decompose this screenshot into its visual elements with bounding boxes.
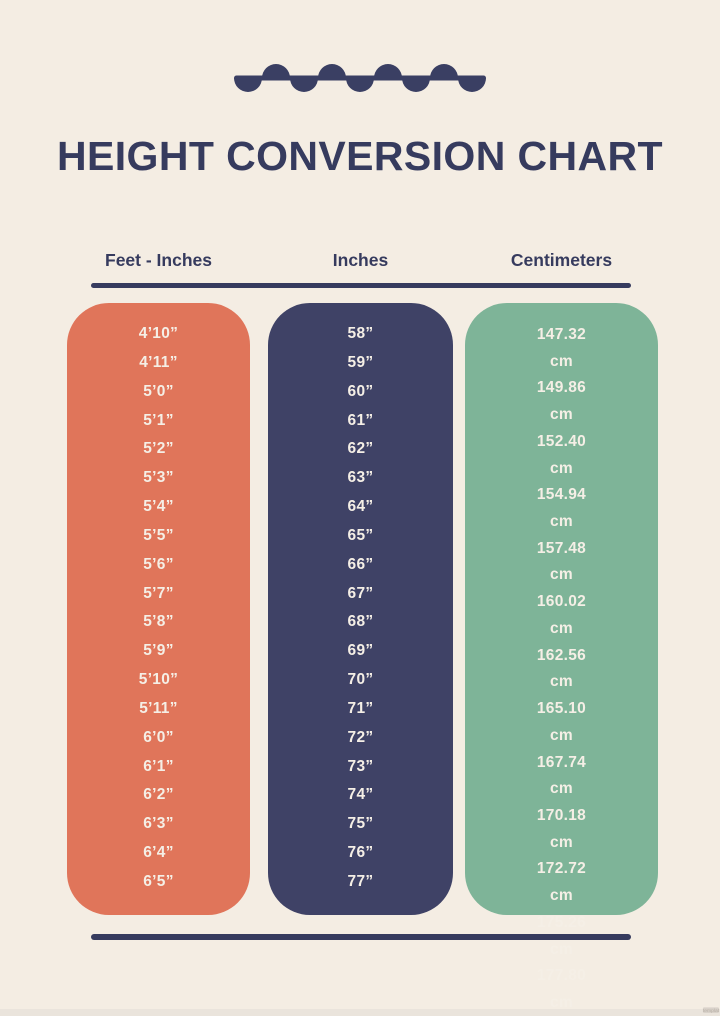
feet-inches-value: 4’10” [138,325,179,342]
feet-inches-value: 4’11” [139,353,178,371]
inches-column: 58” 59” 60” 61” 62” 63” 64” 65” 66” 67” 68” 69” 70” 7… [268,303,453,915]
centimeters-value: 177.80 [536,967,587,985]
centimeters-value: 152.40 [536,432,587,450]
feet-inches-value: 6’5” [143,872,174,890]
feet-inches-value: 5’2” [143,440,174,458]
feet-inches-value: 5’0” [143,382,174,400]
inches-value: 70” [347,671,374,689]
feet-inches-value: 5’3” [143,469,174,487]
feet-inches-value: 5’4” [143,498,174,516]
feet-inches-value: 5’6” [143,555,174,573]
centimeters-unit-label: cm [549,887,573,905]
column-header-inches: Inches [332,250,389,270]
centimeters-unit-label: cm [549,406,573,424]
feet-inches-value: 5’8” [143,613,174,631]
feet-inches-value: 5’1” [143,411,174,429]
inches-value: 71” [347,699,374,717]
inches-value: 73” [347,757,374,775]
feet-inches-column: 4’10” 4’11” 5’0” 5’1” 5’2” 5’3” 5’4” 5’5” 5’6” 5’… [67,303,250,915]
centimeters-unit-label: cm [549,566,573,584]
feet-inches-value: 6’4” [143,844,174,862]
centimeters-unit-label: cm [549,619,573,637]
feet-inches-value: 5’9” [143,642,174,660]
feet-inches-value: 6’2” [143,786,174,804]
feet-inches-value: 6’0” [143,728,174,746]
inches-value: 69” [347,642,374,660]
centimeters-unit-label: cm [549,726,573,744]
centimeters-value: 167.74 [536,753,587,771]
feet-inches-value: 5’10” [138,671,179,689]
inches-value: 77” [347,872,374,890]
inches-value: 74” [347,786,374,804]
column-header-feet-inches: Feet - Inches [105,250,212,270]
inches-value: 75” [347,815,374,833]
centimeters-unit-label: cm [549,673,573,691]
column-header-centimeters: Centimeters [510,250,613,270]
feet-inches-value: 6’1” [143,757,174,775]
page-title: HEIGHT CONVERSION CHART [56,133,663,179]
centimeters-value: 157.48 [536,539,587,557]
centimeters-value: 149.86 [536,379,587,397]
inches-value: 62” [347,440,374,458]
inches-value: 61” [347,411,374,429]
centimeters-value: 162.56 [536,646,587,664]
feet-inches-value: 5’11” [139,699,178,717]
centimeters-unit-label: cm [549,352,573,370]
centimeters-value: 172.72 [536,860,587,878]
centimeters-value: 175.26 [536,913,587,931]
centimeters-unit-label: cm [549,994,573,1011]
centimeters-unit-label: cm [549,780,573,798]
centimeters-value: 147.32 [536,326,587,343]
watermark: template.net [702,1007,719,1013]
inches-value: 59” [347,353,374,371]
inches-value: 76” [347,844,374,862]
inches-value: 58” [347,325,374,342]
inches-value: 65” [347,526,374,544]
centimeters-value: 160.02 [536,593,587,611]
inches-value: 60” [347,382,374,400]
inches-value: 72” [347,728,374,746]
page-bottom-edge [0,1009,720,1016]
feet-inches-value: 6’3” [143,815,174,833]
centimeters-value: 154.94 [536,486,587,504]
feet-inches-value: 5’5” [143,526,174,544]
centimeters-value: 165.10 [536,700,587,718]
centimeters-unit-label: cm [549,833,573,851]
centimeters-unit-label: cm [549,940,573,958]
footer-divider-line [91,934,631,940]
inches-value: 64” [347,498,374,516]
feet-inches-value: 5’7” [143,584,174,602]
header-divider-line [91,283,631,288]
centimeters-value: 170.18 [536,806,587,824]
inches-value: 68” [347,613,374,631]
scalloped-wave-icon [234,64,486,92]
inches-value: 66” [347,555,374,573]
centimeters-unit-label: cm [549,513,573,531]
centimeters-column: 147.32 cm 149.86 cm 152.40 cm 154.94 cm 157.48 cm… [465,303,658,1011]
inches-value: 63” [347,469,374,487]
inches-value: 67” [347,584,374,602]
centimeters-unit-label: cm [549,459,573,477]
